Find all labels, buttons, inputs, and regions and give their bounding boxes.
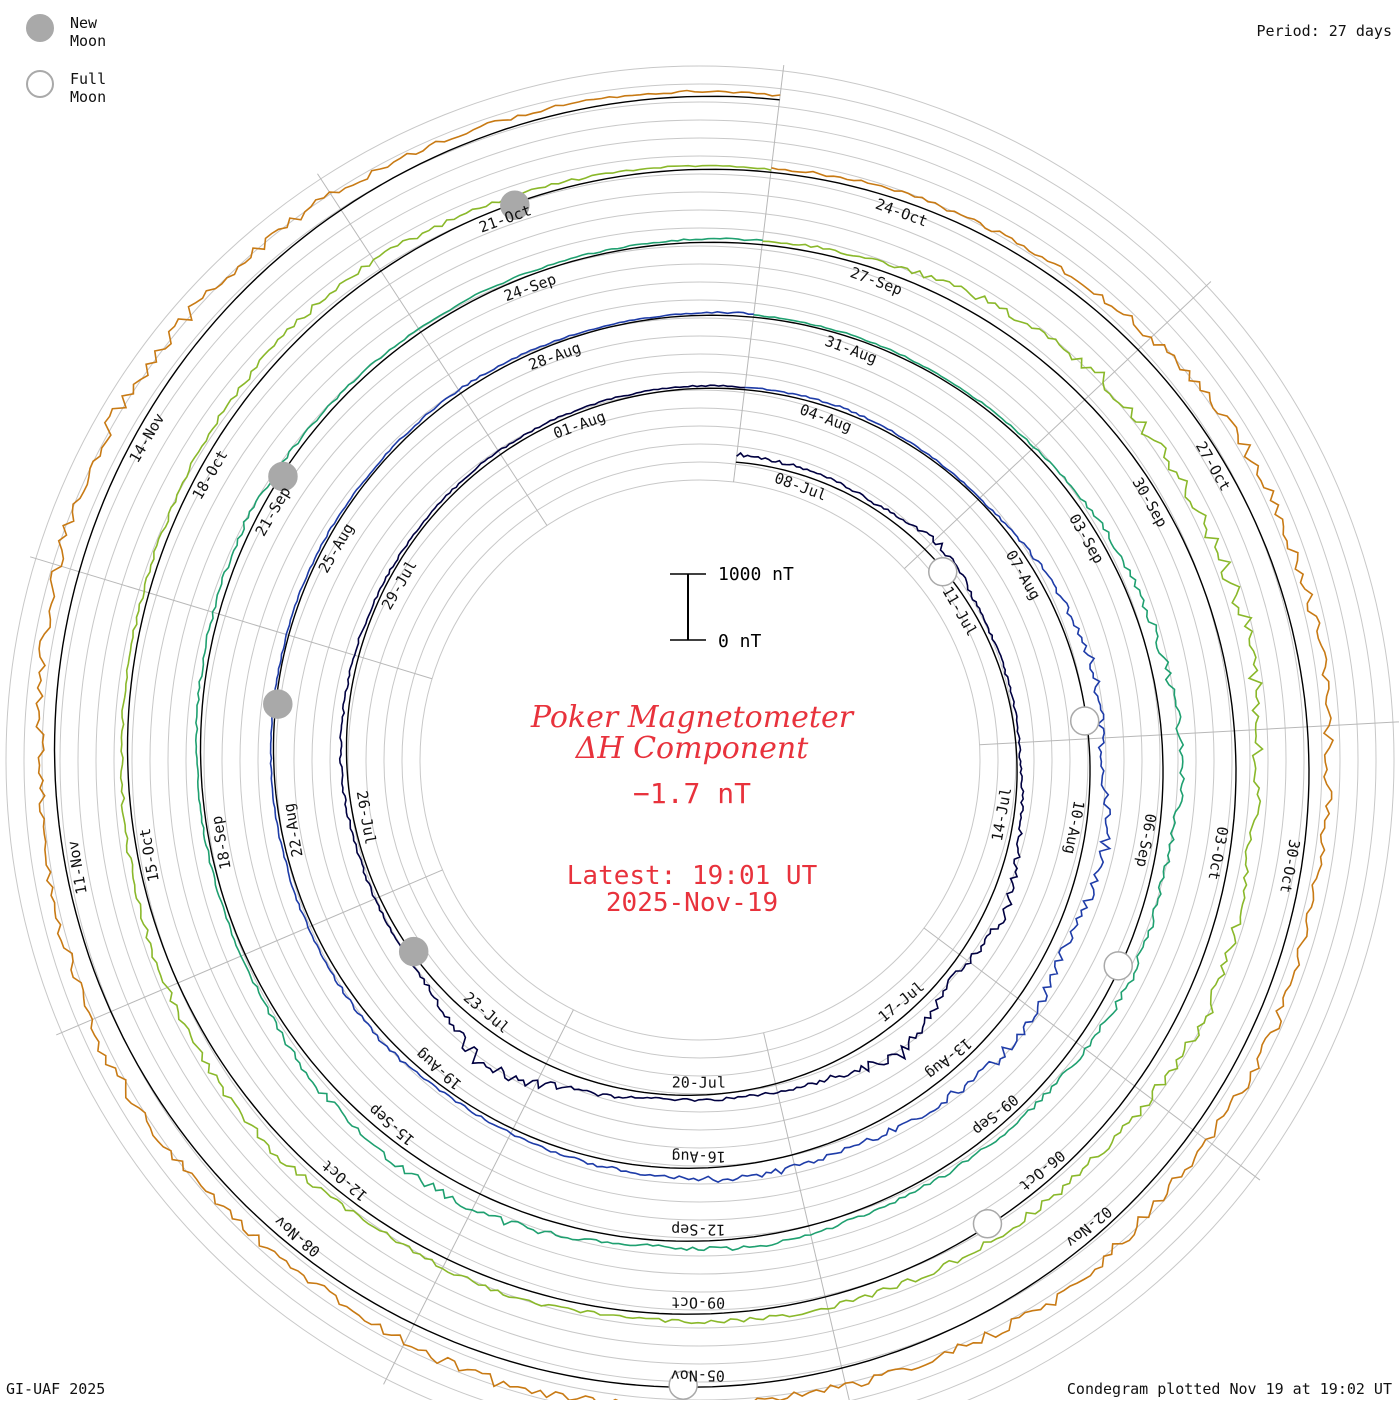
grid-ring (293, 353, 1107, 1167)
date-label: 07-Aug (1002, 547, 1045, 603)
full-moon-marker (1103, 951, 1133, 981)
radial-spoke (979, 721, 1399, 746)
full-moon-marker (972, 1209, 1003, 1239)
grid-ring (329, 389, 1071, 1131)
date-label: 09-Oct (671, 1294, 725, 1312)
date-label: 06-Oct (1016, 1146, 1069, 1195)
date-label: 14-Nov (126, 410, 169, 466)
new-moon-marker (263, 689, 293, 719)
date-label: 25-Aug (315, 520, 358, 576)
date-label: 30-Oct (1276, 838, 1303, 895)
grid-ring (257, 317, 1143, 1203)
date-label: 18-Sep (208, 814, 235, 870)
radial-spoke (383, 1009, 574, 1385)
chart-subtitle: ΔH Component (575, 731, 809, 766)
grid-ring (419, 479, 981, 1041)
date-label: 21-Sep (252, 484, 295, 540)
grid-ring (23, 83, 1377, 1404)
date-label: 06-Sep (1133, 812, 1160, 869)
new-moon-marker (268, 461, 298, 492)
period-label: Period: 27 days (1256, 22, 1392, 40)
series-line (194, 237, 1186, 1252)
date-label: 05-Nov (671, 1367, 725, 1385)
new-moon-icon (26, 14, 54, 42)
grid-ring (221, 281, 1179, 1239)
grid-ring (149, 209, 1251, 1311)
grid-ring (311, 371, 1089, 1149)
radial-spoke (317, 173, 548, 526)
radial-spokes (29, 64, 1399, 1404)
date-label: 18-Oct (189, 447, 232, 503)
grid-ring (41, 101, 1359, 1404)
grid-ring (275, 335, 1125, 1185)
series-line (269, 310, 1112, 1183)
baseline-spiral (53, 95, 1310, 1388)
new-moon-marker (398, 936, 429, 967)
grid-ring (347, 407, 1053, 1113)
moon-markers (263, 190, 1133, 1400)
latest-time: Latest: 19:01 UT (567, 861, 818, 891)
radial-spoke (733, 64, 785, 483)
full-moon-icon (26, 70, 54, 98)
date-label: 09-Sep (969, 1090, 1022, 1139)
date-label: 11-Jul (938, 583, 981, 639)
grid-ring (131, 191, 1269, 1329)
grid-ring (401, 461, 999, 1059)
date-label: 02-Nov (1062, 1203, 1115, 1252)
date-label: 20-Jul (672, 1074, 726, 1092)
scale-bar: 1000 nT 0 nT (670, 564, 794, 652)
radial-spoke (923, 927, 1261, 1181)
grid-ring (167, 227, 1233, 1293)
plotted-label: Condegram plotted Nov 19 at 19:02 UT (1066, 1380, 1392, 1398)
date-label: 29-Jul (378, 557, 421, 613)
current-value: −1.7 nT (633, 777, 751, 810)
date-label: 03-Sep (1065, 511, 1108, 567)
series-line (119, 164, 1264, 1325)
grid-ring (113, 173, 1287, 1347)
series-line (338, 384, 1025, 1103)
grid-rings (5, 65, 1395, 1404)
date-label: 11-Nov (64, 839, 91, 895)
full-moon-label: Full Moon (70, 70, 107, 106)
grid-ring (95, 155, 1305, 1365)
radial-spoke (29, 556, 433, 680)
scale-bar-bottom-label: 0 nT (718, 631, 762, 652)
grid-ring (239, 299, 1161, 1221)
grid-ring (383, 443, 1017, 1077)
date-label: 12-Sep (671, 1221, 725, 1239)
radial-spoke (904, 281, 1212, 569)
grid-ring (365, 425, 1035, 1095)
latest-date: 2025-Nov-19 (606, 888, 778, 918)
full-moon-marker (1069, 706, 1100, 736)
grid-ring (203, 263, 1197, 1257)
chart-title: Poker Magnetometer (530, 700, 855, 735)
date-label: 13-Aug (922, 1034, 975, 1083)
credit-label: GI-UAF 2025 (6, 1380, 106, 1398)
new-moon-label: New Moon (70, 14, 107, 50)
grid-ring (185, 245, 1215, 1275)
scale-bar-top-label: 1000 nT (718, 564, 794, 585)
date-label: 10-Aug (1061, 799, 1088, 856)
baseline-spiral-path (53, 95, 1310, 1388)
radial-spoke (56, 869, 443, 1036)
new-moon-marker (500, 190, 530, 220)
date-label: 16-Aug (671, 1148, 725, 1166)
grid-ring (5, 65, 1395, 1404)
full-moon-marker (668, 1370, 698, 1400)
grid-ring (77, 137, 1323, 1383)
radial-spoke (763, 1032, 851, 1404)
full-moon-marker (928, 557, 958, 587)
